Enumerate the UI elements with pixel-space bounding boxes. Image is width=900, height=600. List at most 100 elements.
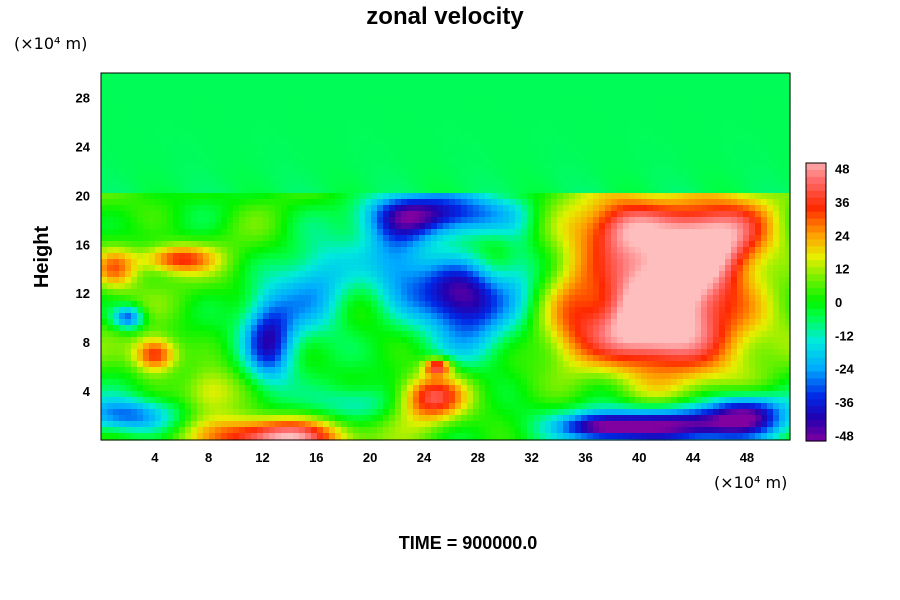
field-cell <box>479 79 486 86</box>
field-cell <box>449 241 456 248</box>
field-cell <box>473 247 480 254</box>
field-cell <box>449 373 456 380</box>
field-cell <box>245 355 252 362</box>
field-cell <box>245 271 252 278</box>
field-cell <box>101 97 108 104</box>
field-cell <box>155 259 162 266</box>
field-cell <box>167 361 174 368</box>
field-cell <box>485 103 492 110</box>
field-cell <box>239 313 246 320</box>
field-cell <box>449 319 456 326</box>
field-cell <box>269 343 276 350</box>
field-cell <box>539 133 546 140</box>
field-cell <box>191 193 198 200</box>
field-cell <box>191 85 198 92</box>
field-cell <box>533 217 540 224</box>
field-cell <box>251 91 258 98</box>
field-cell <box>539 211 546 218</box>
field-cell <box>131 139 138 146</box>
field-cell <box>311 367 318 374</box>
field-cell <box>113 415 120 422</box>
field-cell <box>227 409 234 416</box>
field-cell <box>221 121 228 128</box>
field-cell <box>191 181 198 188</box>
field-cell <box>443 295 450 302</box>
field-cell <box>347 253 354 260</box>
field-cell <box>251 367 258 374</box>
field-cell <box>509 175 516 182</box>
field-cell <box>467 331 474 338</box>
field-cell <box>539 73 546 80</box>
field-cell <box>341 403 348 410</box>
field-cell <box>365 193 372 200</box>
field-cell <box>413 379 420 386</box>
field-cell <box>533 391 540 398</box>
field-cell <box>173 313 180 320</box>
field-cell <box>203 157 210 164</box>
field-cell <box>461 283 468 290</box>
field-cell <box>161 409 168 416</box>
field-cell <box>485 211 492 218</box>
field-cell <box>323 277 330 284</box>
field-cell <box>521 145 528 152</box>
field-cell <box>485 139 492 146</box>
field-cell <box>419 139 426 146</box>
field-cell <box>221 433 228 440</box>
field-cell <box>419 379 426 386</box>
field-cell <box>419 145 426 152</box>
field-cell <box>479 229 486 236</box>
field-cell <box>413 115 420 122</box>
field-cell <box>215 259 222 266</box>
field-cell <box>293 325 300 332</box>
field-cell <box>119 265 126 272</box>
field-cell <box>149 403 156 410</box>
field-cell <box>287 325 294 332</box>
field-cell <box>335 253 342 260</box>
field-cell <box>197 217 204 224</box>
field-cell <box>407 259 414 266</box>
field-cell <box>323 433 330 440</box>
field-cell <box>131 211 138 218</box>
field-cell <box>503 355 510 362</box>
field-cell <box>131 103 138 110</box>
field-cell <box>257 385 264 392</box>
field-cell <box>299 373 306 380</box>
field-cell <box>389 217 396 224</box>
field-cell <box>437 139 444 146</box>
field-cell <box>431 211 438 218</box>
field-cell <box>233 247 240 254</box>
field-cell <box>221 385 228 392</box>
field-cell <box>575 325 582 332</box>
field-cell <box>557 319 564 326</box>
field-cell <box>203 295 210 302</box>
field-cell <box>377 301 384 308</box>
field-cell <box>101 253 108 260</box>
field-cell <box>221 97 228 104</box>
field-cell <box>329 403 336 410</box>
field-cell <box>377 403 384 410</box>
field-cell <box>101 139 108 146</box>
field-cell <box>413 277 420 284</box>
field-cell <box>263 223 270 230</box>
field-cell <box>455 325 462 332</box>
field-cell <box>503 229 510 236</box>
field-cell <box>257 139 264 146</box>
field-cell <box>347 415 354 422</box>
field-cell <box>311 229 318 236</box>
field-cell <box>149 289 156 296</box>
field-cell <box>155 187 162 194</box>
field-cell <box>485 385 492 392</box>
field-cell <box>407 97 414 104</box>
field-cell <box>329 175 336 182</box>
field-cell <box>353 103 360 110</box>
field-cell <box>137 145 144 152</box>
field-cell <box>569 283 576 290</box>
field-cell <box>287 313 294 320</box>
field-cell <box>395 115 402 122</box>
field-cell <box>143 139 150 146</box>
field-cell <box>185 361 192 368</box>
field-cell <box>305 247 312 254</box>
field-cell <box>545 307 552 314</box>
field-cell <box>443 73 450 80</box>
field-cell <box>251 271 258 278</box>
